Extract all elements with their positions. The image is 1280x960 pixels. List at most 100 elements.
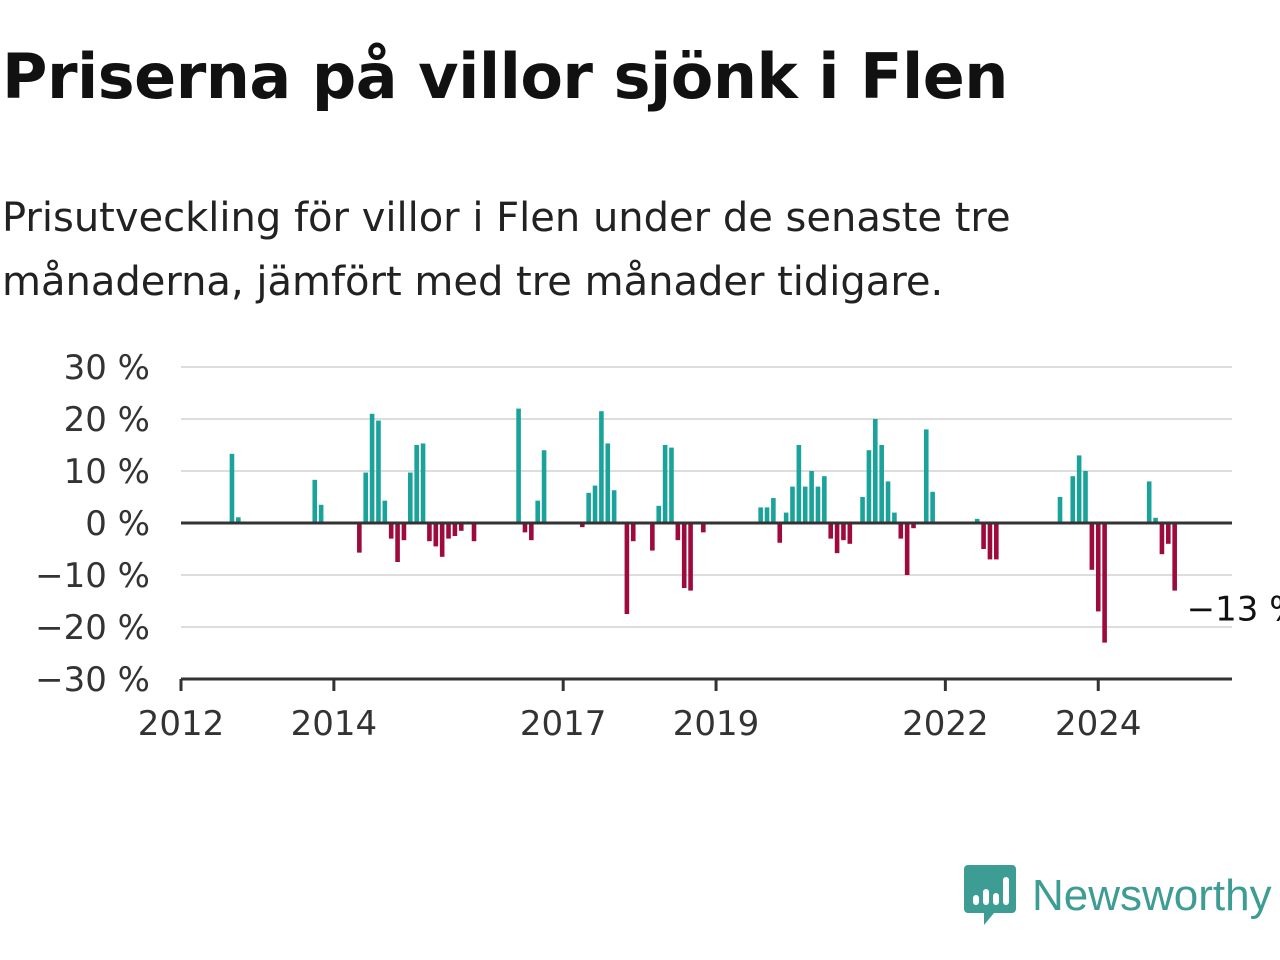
- bar: [879, 445, 884, 523]
- bar: [439, 523, 445, 557]
- bar: [1153, 517, 1158, 523]
- bar: [541, 450, 547, 523]
- bar: [586, 492, 591, 523]
- bar: [987, 523, 993, 560]
- x-tick-label: 2012: [138, 704, 225, 744]
- chart-title: Priserna på villor sjönk i Flen: [2, 40, 1008, 113]
- y-tick-label: −10 %: [35, 556, 150, 596]
- bars: [229, 408, 1177, 643]
- bar: [1146, 481, 1152, 523]
- bar: [357, 523, 362, 553]
- bar: [828, 523, 834, 539]
- bar: [885, 481, 891, 523]
- bar: [236, 517, 241, 523]
- bar: [312, 479, 318, 523]
- bar: [681, 523, 687, 588]
- bar: [395, 523, 400, 562]
- bar: [611, 490, 617, 523]
- bar: [815, 486, 821, 523]
- bar-chart: 30 %20 %10 %0 %−10 %−20 %−30 % 2012 2014 2…: [35, 348, 1280, 744]
- bar: [771, 498, 776, 523]
- bar: [1083, 471, 1088, 523]
- bar: [898, 523, 904, 539]
- bar: [318, 504, 324, 523]
- bar: [1070, 476, 1076, 523]
- bar: [860, 497, 865, 523]
- bar: [1089, 523, 1095, 570]
- bar: [1166, 523, 1171, 544]
- bar: [624, 523, 630, 614]
- y-tick-label: −20 %: [35, 608, 150, 648]
- bar: [579, 523, 585, 528]
- brand: Newsworthy: [964, 864, 1272, 928]
- bar: [382, 500, 388, 523]
- x-axis-labels: 2012 2014 2017 2019 2022 2024: [138, 704, 1142, 744]
- bar: [783, 512, 789, 523]
- bar: [452, 523, 458, 536]
- x-tick-label: 2017: [520, 704, 607, 744]
- bar: [873, 419, 878, 523]
- bar: [904, 523, 910, 575]
- y-tick-label: 30 %: [64, 348, 150, 388]
- bar: [414, 445, 419, 523]
- bar: [923, 429, 929, 523]
- bar: [1095, 523, 1101, 612]
- bar: [599, 411, 604, 523]
- bar: [1076, 455, 1082, 523]
- x-tick-label: 2024: [1055, 704, 1142, 744]
- y-tick-label: 20 %: [64, 400, 150, 440]
- bar: [802, 486, 808, 523]
- bar: [433, 523, 439, 547]
- bar: [764, 507, 770, 523]
- bar: [1172, 523, 1177, 591]
- bar: [1057, 497, 1063, 523]
- bar: [471, 523, 477, 542]
- bar: [822, 476, 827, 523]
- bar: [229, 453, 235, 523]
- bar: [592, 485, 598, 523]
- x-tick-label: 2019: [673, 704, 760, 744]
- bar: [981, 523, 986, 549]
- y-tick-label: 0 %: [85, 504, 150, 544]
- bar: [662, 445, 668, 523]
- brand-name: Newsworthy: [1032, 871, 1272, 920]
- bar: [688, 523, 693, 591]
- bar: [363, 472, 369, 523]
- bar: [701, 523, 706, 533]
- bar: [388, 523, 394, 539]
- bar: [605, 443, 611, 523]
- x-tick-label: 2022: [902, 704, 989, 744]
- annotations: −13 %: [1187, 590, 1280, 630]
- bar: [974, 518, 980, 523]
- bar: [458, 523, 464, 531]
- y-tick-label: 10 %: [64, 452, 150, 492]
- bar: [1159, 523, 1165, 555]
- bar: [911, 523, 916, 529]
- bar: [994, 523, 999, 560]
- bar: [420, 443, 426, 523]
- bar: [446, 523, 451, 539]
- bar: [675, 523, 681, 541]
- bar: [834, 523, 840, 554]
- bar: [790, 486, 795, 523]
- bar: [630, 523, 636, 542]
- bar: [650, 523, 655, 551]
- bar: [866, 450, 872, 523]
- bar: [796, 445, 802, 523]
- bar: [369, 413, 375, 523]
- bar: [758, 507, 763, 523]
- bar: [847, 523, 853, 544]
- y-tick-label: −30 %: [35, 660, 150, 700]
- y-axis-labels: 30 % 20 % 10 % 0 % −10 % −20 % −30 %: [35, 348, 150, 700]
- bar: [841, 523, 846, 541]
- bar: [777, 523, 783, 543]
- x-tick-label: 2014: [291, 704, 378, 744]
- bar: [529, 523, 534, 541]
- bar: [376, 420, 381, 523]
- gridlines: [181, 366, 1232, 628]
- chart-subtitle: Prisutveckling för villor i Flen under d…: [2, 195, 1011, 305]
- value-annotation: −13 %: [1187, 590, 1280, 630]
- bar: [401, 523, 407, 541]
- newsworthy-logo-icon: [964, 865, 1016, 925]
- bar: [1102, 523, 1107, 643]
